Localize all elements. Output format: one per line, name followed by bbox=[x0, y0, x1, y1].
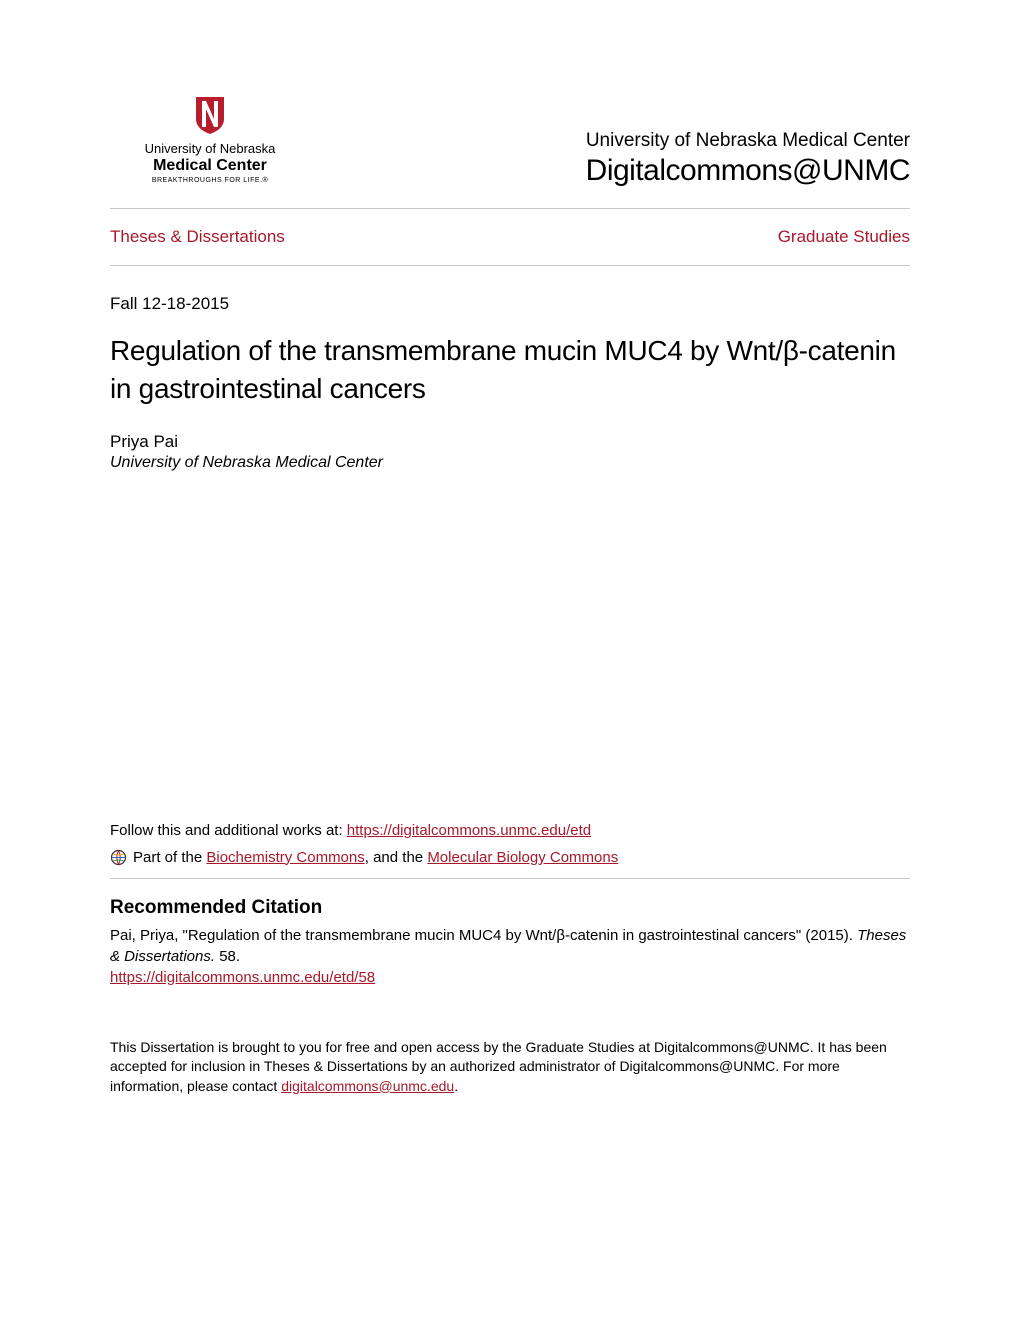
divider-citation bbox=[110, 878, 910, 879]
citation-number: 58. bbox=[215, 948, 240, 965]
recommended-citation-heading: Recommended Citation bbox=[110, 897, 910, 919]
biochem-commons-link[interactable]: Biochemistry Commons bbox=[206, 849, 364, 866]
author-name: Priya Pai bbox=[110, 432, 910, 452]
header-right: University of Nebraska Medical Center Di… bbox=[586, 95, 910, 188]
shield-icon bbox=[194, 95, 226, 135]
nav-row: Theses & Dissertations Graduate Studies bbox=[110, 209, 910, 265]
nav-graduate-link[interactable]: Graduate Studies bbox=[778, 227, 910, 247]
citation-text: Pai, Priya, "Regulation of the transmemb… bbox=[110, 927, 857, 944]
network-prefix: Part of the bbox=[133, 849, 206, 866]
network-icon bbox=[110, 849, 127, 866]
repository-link[interactable]: Digitalcommons@UNMC bbox=[586, 154, 910, 187]
header-row: University of Nebraska Medical Center BR… bbox=[110, 95, 910, 188]
citation-url-link[interactable]: https://digitalcommons.unmc.edu/etd/58 bbox=[110, 969, 910, 986]
citation-body: Pai, Priya, "Regulation of the transmemb… bbox=[110, 925, 910, 967]
contact-email-link[interactable]: digitalcommons@unmc.edu bbox=[281, 1078, 454, 1094]
paper-title: Regulation of the transmembrane mucin MU… bbox=[110, 332, 910, 408]
network-mid: , and the bbox=[365, 849, 428, 866]
publication-date: Fall 12-18-2015 bbox=[110, 294, 910, 314]
nav-theses-link[interactable]: Theses & Dissertations bbox=[110, 227, 285, 247]
institution-name: University of Nebraska Medical Center bbox=[586, 130, 910, 152]
follow-works: Follow this and additional works at: htt… bbox=[110, 822, 910, 839]
repository-name[interactable]: Digitalcommons@UNMC bbox=[586, 154, 910, 188]
institution-logo: University of Nebraska Medical Center BR… bbox=[110, 95, 310, 184]
footer-after: . bbox=[454, 1078, 458, 1094]
logo-medcenter-text: Medical Center bbox=[153, 157, 267, 175]
page-container: University of Nebraska Medical Center BR… bbox=[0, 0, 1020, 1156]
footer-before: This Dissertation is brought to you for … bbox=[110, 1039, 887, 1094]
follow-prefix: Follow this and additional works at: bbox=[110, 822, 347, 839]
divider-nav bbox=[110, 265, 910, 266]
author-affiliation: University of Nebraska Medical Center bbox=[110, 454, 910, 472]
footer-text: This Dissertation is brought to you for … bbox=[110, 1038, 910, 1097]
network-text: Part of the Biochemistry Commons, and th… bbox=[133, 849, 618, 866]
follow-url-link[interactable]: https://digitalcommons.unmc.edu/etd bbox=[347, 822, 591, 839]
network-row: Part of the Biochemistry Commons, and th… bbox=[110, 849, 910, 866]
logo-tagline-text: BREAKTHROUGHS FOR LIFE.® bbox=[152, 177, 268, 184]
content-spacer bbox=[110, 472, 910, 822]
logo-university-text: University of Nebraska bbox=[145, 141, 276, 157]
molbio-commons-link[interactable]: Molecular Biology Commons bbox=[427, 849, 618, 866]
